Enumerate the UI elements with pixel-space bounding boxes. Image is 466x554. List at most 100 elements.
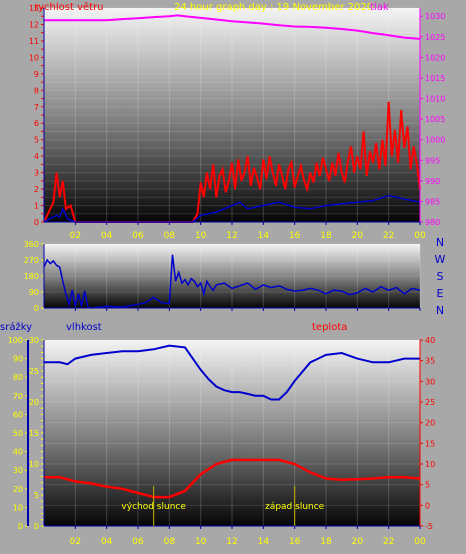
y-tick-label: 0 bbox=[425, 501, 430, 510]
x-tick-label: 06 bbox=[132, 231, 144, 241]
y-tick-label: 9 bbox=[34, 70, 39, 79]
y-tick-label: 270 bbox=[24, 256, 39, 265]
y-tick-label: 70 bbox=[13, 392, 23, 401]
x-tick-label: 14 bbox=[258, 231, 270, 241]
y-tick-label: 13 bbox=[29, 4, 39, 13]
compass-label-0: N bbox=[436, 236, 444, 249]
y-tick-label: 360 bbox=[24, 240, 39, 249]
y-tick-label: 995 bbox=[425, 156, 440, 165]
series-line-vlhkost bbox=[44, 344, 420, 401]
compass-label-2: S bbox=[437, 270, 444, 283]
compass-label-3: E bbox=[437, 287, 444, 300]
humidity-temperature-chart: 0 10 20 30 40 50 60 70 80 90 100 0 5 10 15 20 25 30 -5 0 5… bbox=[0, 321, 435, 547]
y-tick-label: 90 bbox=[13, 355, 23, 364]
humidity-label: vlhkost bbox=[66, 322, 102, 333]
y-tick-label: 60 bbox=[13, 410, 23, 419]
x-tick-label: 12 bbox=[226, 537, 237, 547]
temperature-plot-area bbox=[44, 340, 420, 526]
y-tick-label: 4 bbox=[34, 152, 39, 161]
y-tick-label: 5 bbox=[34, 491, 39, 500]
y-tick-label: 100 bbox=[8, 336, 23, 345]
y-tick-label: 5 bbox=[425, 481, 430, 490]
temperature-label: teplota bbox=[312, 322, 347, 333]
x-tick-label: 10 bbox=[195, 537, 207, 547]
y-tick-label: 10 bbox=[425, 460, 435, 469]
series-line-smer-vetru bbox=[43, 254, 421, 309]
x-tick-label: 16 bbox=[289, 537, 301, 547]
y-tick-label: 6 bbox=[34, 119, 39, 128]
y-tick-label: 10 bbox=[13, 503, 23, 512]
y-tick-label: 25 bbox=[29, 367, 39, 376]
y-tick-label: 1025 bbox=[425, 33, 445, 42]
y-tick-label: 2 bbox=[34, 185, 39, 194]
y-tick-label: 10 bbox=[29, 460, 39, 469]
y-tick-label: 1020 bbox=[425, 53, 445, 62]
y-tick-label: 0 bbox=[34, 218, 39, 227]
pressure-label: tlak bbox=[370, 2, 389, 13]
x-tick-label: 02 bbox=[70, 231, 81, 241]
y-tick-label: 40 bbox=[13, 448, 23, 457]
x-tick-label: 18 bbox=[320, 537, 332, 547]
y-tick-label: 180 bbox=[24, 272, 39, 281]
sunset-label: západ slunce bbox=[265, 502, 325, 512]
y-tick-label: 985 bbox=[425, 197, 440, 206]
series-line-narazy bbox=[43, 194, 421, 223]
x-tick-label: 20 bbox=[352, 537, 364, 547]
y-tick-label: -5 bbox=[425, 522, 433, 531]
chart-title: 24 hour graph day : 19 November 2020 bbox=[174, 2, 373, 13]
x-tick-label: 22 bbox=[383, 231, 394, 241]
x-tick-label: 16 bbox=[289, 231, 301, 241]
x-tick-label: 08 bbox=[164, 231, 176, 241]
y-tick-label: 10 bbox=[29, 53, 39, 62]
y-tick-label: 1015 bbox=[425, 74, 445, 83]
y-tick-label: 15 bbox=[29, 429, 39, 438]
y-tick-label: 0 bbox=[34, 522, 39, 531]
x-tick-label: 22 bbox=[383, 537, 394, 547]
y-tick-label: 90 bbox=[29, 288, 39, 297]
y-tick-label: 0 bbox=[34, 304, 39, 313]
y-tick-label: 1030 bbox=[425, 12, 445, 21]
x-tick-label: 00 bbox=[414, 537, 426, 547]
y-tick-label: 8 bbox=[34, 86, 39, 95]
x-tick-label: 02 bbox=[70, 537, 81, 547]
y-tick-label: 25 bbox=[425, 398, 435, 407]
y-tick-label: 990 bbox=[425, 177, 440, 186]
compass-label-1: W bbox=[435, 253, 446, 266]
x-tick-label: 06 bbox=[132, 537, 144, 547]
y-tick-label: 1000 bbox=[425, 136, 445, 145]
y-tick-label: 30 bbox=[29, 336, 39, 345]
x-tick-label: 12 bbox=[226, 231, 237, 241]
x-tick-label: 04 bbox=[101, 231, 113, 241]
x-tick-label: 08 bbox=[164, 537, 176, 547]
wind-speed-label: rychlost větru bbox=[34, 1, 104, 13]
x-tick-label: 04 bbox=[101, 537, 113, 547]
y-tick-label: 40 bbox=[425, 336, 435, 345]
series-line-teplota bbox=[44, 458, 421, 499]
x-tick-label: 00 bbox=[414, 231, 426, 241]
x-tick-label: 18 bbox=[320, 231, 332, 241]
y-tick-label: 5 bbox=[34, 136, 39, 145]
y-tick-label: 7 bbox=[34, 103, 39, 112]
compass-label-4: N bbox=[436, 304, 444, 317]
y-tick-label: 12 bbox=[29, 20, 39, 29]
x-tick-label: 10 bbox=[195, 231, 207, 241]
y-tick-label: 3 bbox=[34, 169, 39, 178]
y-tick-label: 15 bbox=[425, 439, 435, 448]
y-tick-label: 80 bbox=[13, 373, 23, 382]
y-tick-label: 50 bbox=[13, 429, 23, 438]
y-tick-label: 1010 bbox=[425, 95, 445, 104]
wind-plot-area bbox=[44, 8, 420, 222]
direction-plot-area bbox=[44, 244, 420, 308]
x-tick-label: 20 bbox=[352, 231, 364, 241]
rain-label: srážky bbox=[0, 321, 32, 333]
sunrise-label: východ slunce bbox=[121, 502, 186, 512]
y-tick-label: 20 bbox=[425, 419, 435, 428]
y-tick-label: 30 bbox=[425, 377, 435, 386]
y-tick-label: 1005 bbox=[425, 115, 445, 124]
y-tick-label: 20 bbox=[29, 398, 39, 407]
y-tick-label: 980 bbox=[425, 218, 440, 227]
y-tick-label: 1 bbox=[34, 202, 39, 211]
